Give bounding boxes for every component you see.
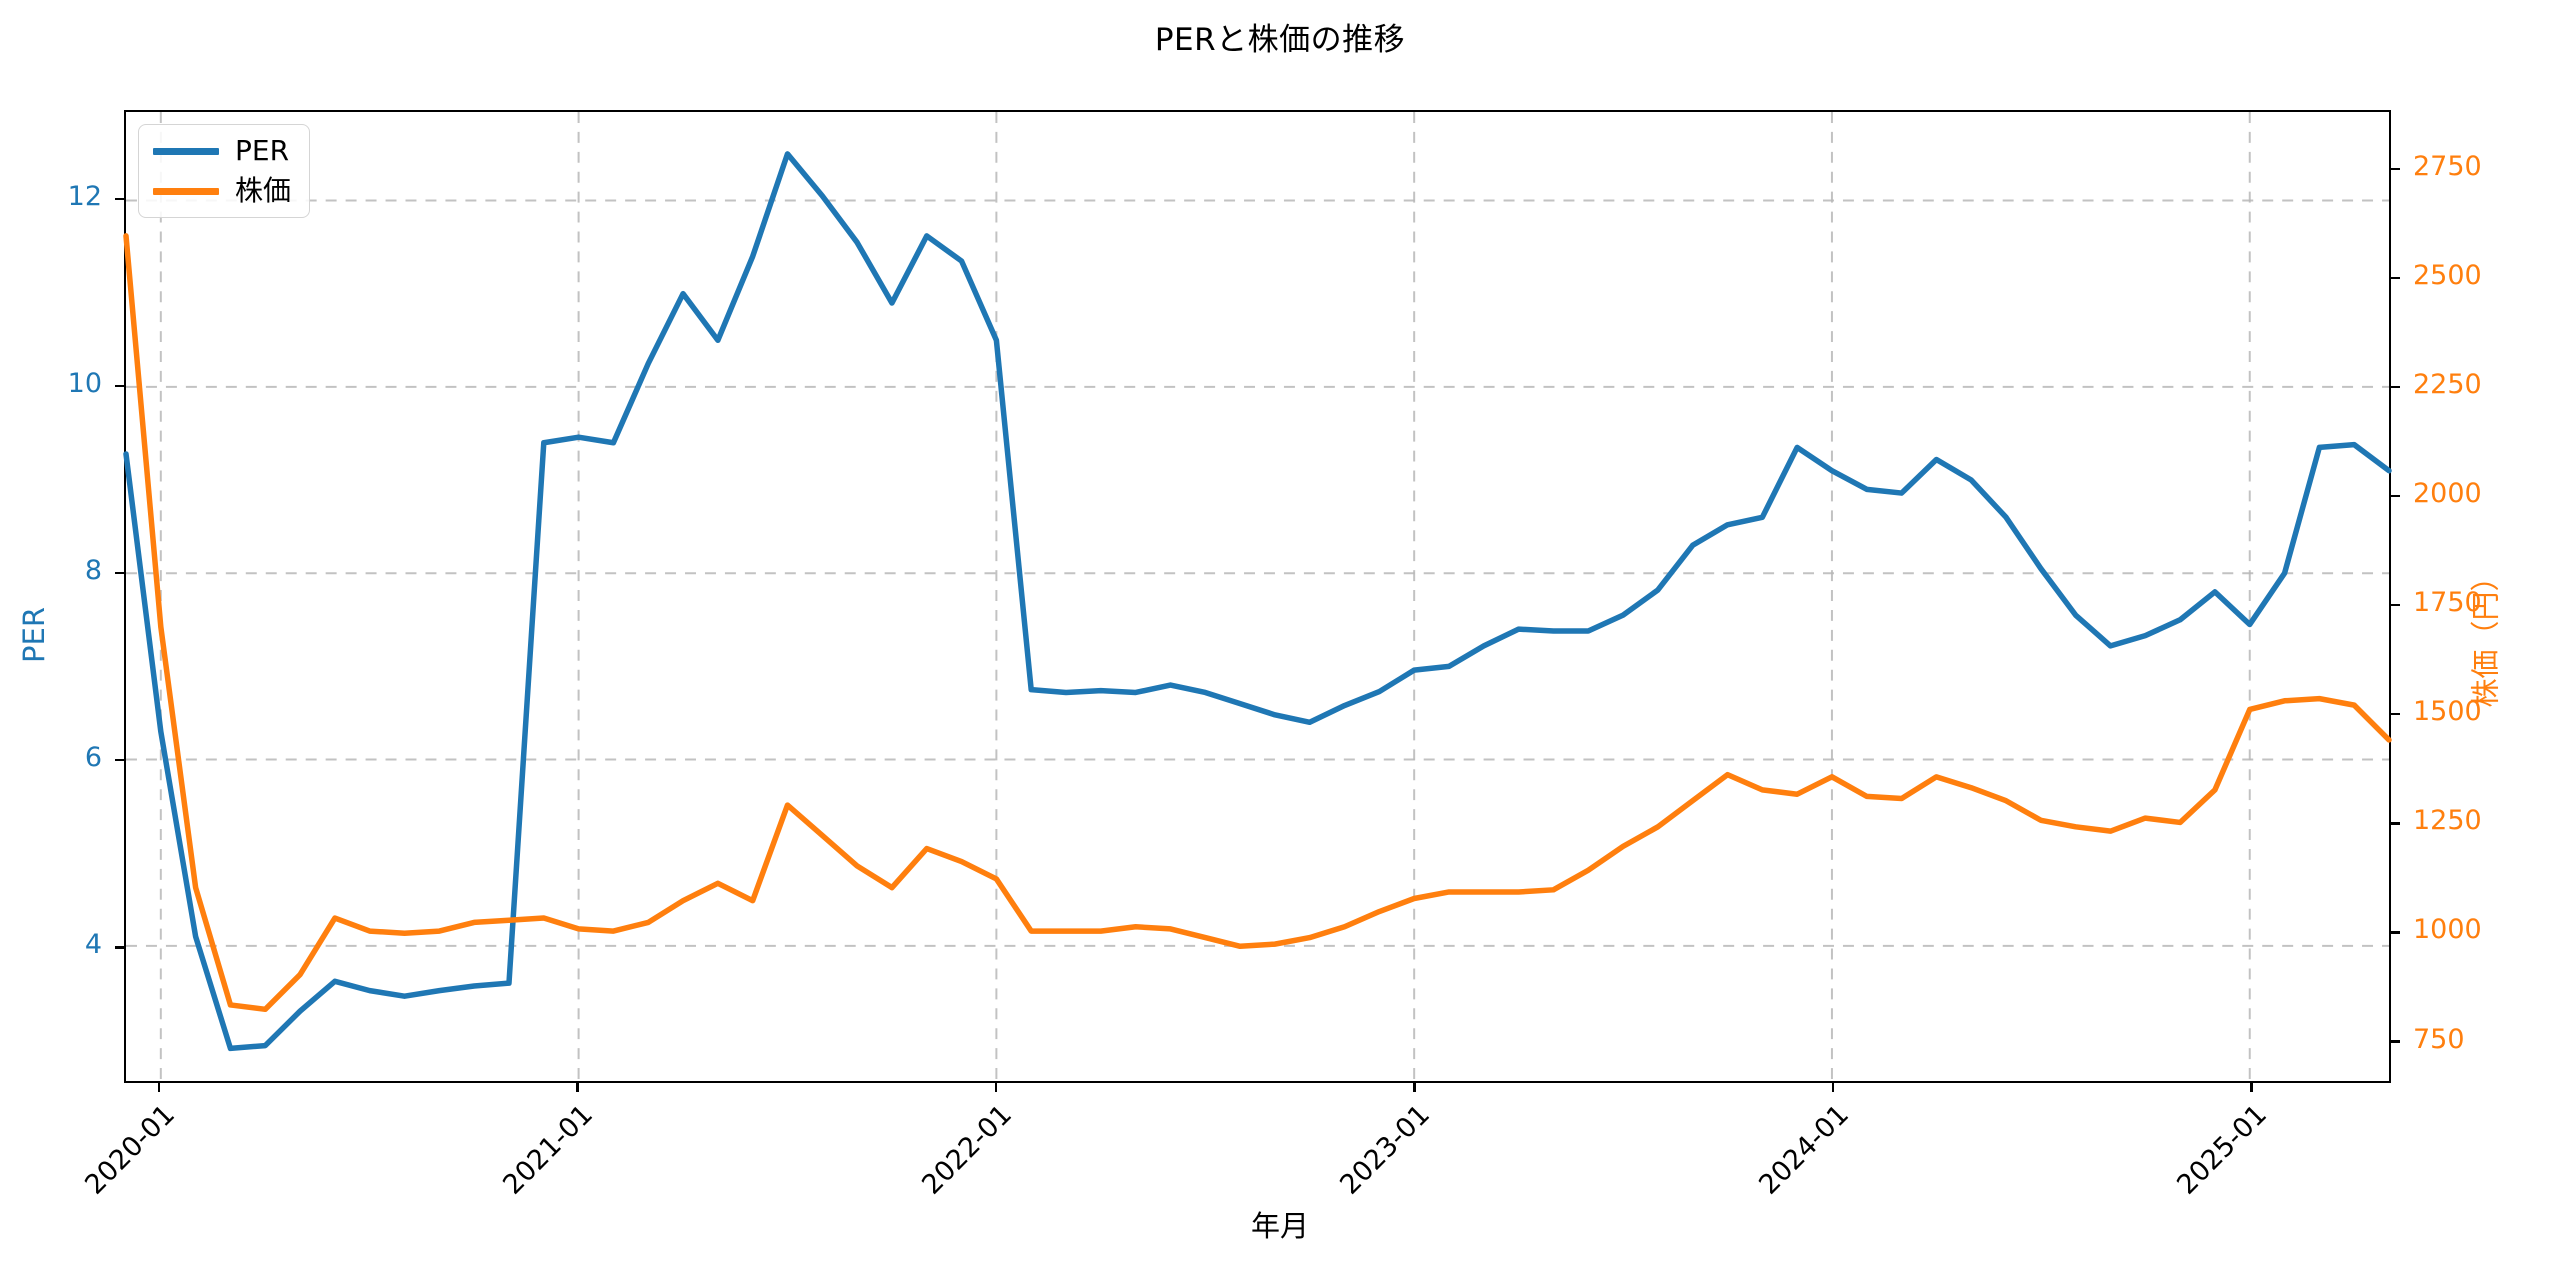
y-right-tickmark (2391, 494, 2400, 498)
x-tickmark (576, 1083, 579, 1092)
chart-legend: PER 株価 (138, 124, 311, 218)
y-right-tick-label: 2250 (2413, 369, 2482, 401)
y-right-tick-label: 1750 (2413, 587, 2482, 619)
y-left-tick-label: 10 (67, 367, 102, 399)
y-left-tick-label: 8 (84, 555, 102, 587)
y-right-tick-label: 1500 (2413, 696, 2482, 728)
y-left-tick-label: 12 (67, 180, 102, 212)
y-left-tick-label: 6 (84, 742, 102, 774)
y-right-tick-label: 2500 (2413, 259, 2482, 291)
x-tickmark (1831, 1083, 1835, 1092)
y-right-tickmark (2391, 931, 2400, 934)
x-axis-label: 年月 (1250, 1209, 1309, 1243)
y-left-tickmark (115, 946, 124, 949)
y-axis-right-label: 株価（円） (2468, 561, 2503, 708)
legend-label-per: PER (235, 134, 290, 167)
legend-swatch-per (153, 147, 219, 155)
chart-title: PERと株価の推移 (1154, 22, 1406, 58)
y-right-tickmark (2391, 167, 2400, 171)
y-axis-left-label: PER (16, 606, 51, 663)
legend-label-kabuka: 株価 (235, 174, 292, 207)
y-left-tickmark (115, 571, 124, 575)
legend-item-per[interactable]: PER (153, 137, 291, 165)
y-left-tick-label: 4 (84, 929, 102, 961)
y-right-tickmark (2391, 385, 2400, 389)
x-tickmark (994, 1083, 998, 1092)
y-right-tick-label: 1000 (2413, 914, 2482, 946)
y-right-tick-label: 2750 (2413, 150, 2482, 182)
series-line-per (126, 154, 2389, 1048)
plot-area (124, 110, 2391, 1083)
series-line-kabuka (126, 236, 2389, 1009)
y-right-tickmark (2391, 713, 2400, 716)
legend-swatch-kabuka (153, 187, 219, 195)
y-left-tickmark (115, 197, 124, 201)
legend-item-kabuka[interactable]: 株価 (153, 177, 291, 205)
y-right-tickmark (2391, 604, 2400, 607)
x-tickmark (1413, 1083, 1416, 1092)
y-right-tickmark (2391, 1040, 2400, 1043)
y-left-tickmark (115, 384, 124, 388)
y-left-tickmark (115, 759, 124, 762)
y-right-tickmark (2391, 822, 2400, 825)
y-right-tick-label: 1250 (2413, 805, 2482, 837)
y-right-tickmark (2391, 276, 2400, 280)
y-right-tick-label: 750 (2413, 1023, 2465, 1055)
y-right-tick-label: 2000 (2413, 478, 2482, 510)
x-tickmark (157, 1083, 161, 1092)
x-tickmark (2250, 1083, 2253, 1092)
data-lines-layer (126, 112, 2389, 1081)
